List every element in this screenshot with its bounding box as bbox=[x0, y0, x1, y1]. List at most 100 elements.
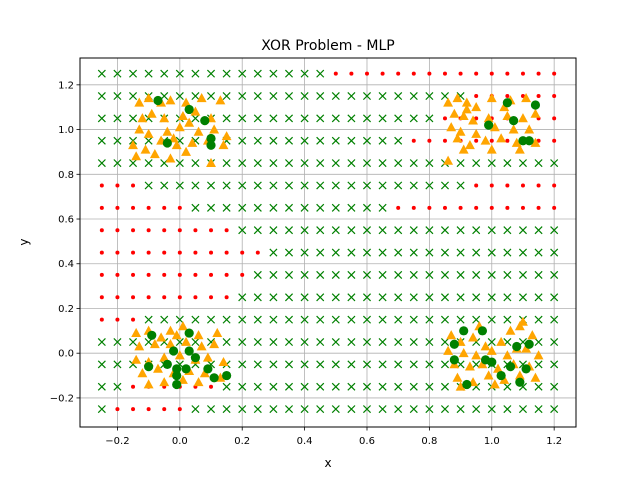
grid-point-class-green bbox=[300, 337, 309, 347]
data-point-triangle bbox=[178, 321, 188, 331]
grid-point-class-red bbox=[427, 71, 432, 76]
grid-point-class-green bbox=[253, 136, 262, 145]
grid-point-class-green bbox=[113, 382, 122, 391]
data-point-circle bbox=[449, 339, 459, 349]
data-point-triangle bbox=[209, 124, 220, 134]
data-point-triangle bbox=[143, 128, 154, 138]
data-point-circle bbox=[147, 330, 157, 340]
grid-point-class-green bbox=[129, 159, 138, 168]
data-point-triangle bbox=[489, 122, 500, 132]
grid-point-class-green bbox=[331, 315, 340, 324]
data-point-triangle bbox=[171, 330, 182, 340]
grid-point-class-green bbox=[518, 159, 527, 168]
grid-point-class-green bbox=[425, 315, 434, 324]
grid-point-class-green bbox=[206, 405, 216, 414]
data-point-triangle bbox=[178, 110, 188, 121]
data-point-triangle bbox=[181, 97, 192, 107]
grid-point-class-green bbox=[316, 315, 325, 324]
data-point-triangle bbox=[149, 339, 160, 349]
grid-point-class-red bbox=[162, 205, 167, 210]
y-tick-label: 0.0 bbox=[58, 349, 74, 360]
data-point-triangle bbox=[134, 341, 145, 351]
data-point-triangle bbox=[156, 332, 167, 342]
grid-point-class-green bbox=[503, 248, 512, 257]
data-point-triangle bbox=[518, 316, 528, 326]
grid-point-class-green bbox=[269, 159, 278, 168]
x-tick-label: 0.2 bbox=[234, 436, 250, 447]
grid-point-class-green bbox=[269, 270, 278, 279]
grid-point-class-green bbox=[347, 360, 356, 369]
grid-point-class-red bbox=[99, 317, 104, 322]
grid-point-class-green bbox=[409, 337, 418, 347]
data-point-triangle bbox=[215, 95, 226, 105]
grid-point-class-green bbox=[503, 293, 512, 302]
grid-point-class-red bbox=[489, 183, 494, 188]
grid-point-class-green bbox=[456, 405, 465, 414]
data-point-circle bbox=[524, 339, 534, 349]
data-point-triangle bbox=[199, 368, 210, 378]
data-point-circle bbox=[153, 95, 163, 106]
grid-point-class-green bbox=[534, 248, 543, 257]
grid-point-class-green bbox=[316, 91, 325, 101]
grid-point-class-green bbox=[472, 248, 481, 257]
data-point-circle bbox=[184, 104, 194, 115]
grid-point-class-green bbox=[534, 159, 543, 168]
grid-point-class-green bbox=[362, 382, 372, 391]
grid-point-class-green bbox=[113, 69, 122, 78]
grid-point-class-red bbox=[162, 407, 167, 412]
grid-point-class-green bbox=[238, 293, 247, 302]
grid-point-class-red bbox=[552, 94, 557, 99]
grid-point-class-green bbox=[175, 181, 184, 190]
grid-point-class-green bbox=[347, 136, 356, 145]
grid-point-class-green bbox=[472, 270, 481, 279]
grid-point-class-red bbox=[162, 228, 167, 233]
data-point-triangle bbox=[153, 363, 163, 373]
grid-point-class-green bbox=[394, 91, 403, 101]
data-point-triangle bbox=[159, 352, 170, 362]
grid-point-class-green bbox=[316, 405, 325, 414]
data-point-triangle bbox=[137, 368, 148, 378]
grid-point-class-red bbox=[552, 183, 557, 188]
grid-point-class-red bbox=[552, 116, 557, 121]
grid-point-class-red bbox=[380, 71, 385, 76]
grid-point-class-green bbox=[129, 337, 138, 347]
data-point-triangle bbox=[483, 370, 494, 380]
grid-point-class-green bbox=[284, 91, 294, 101]
grid-point-class-red bbox=[131, 407, 136, 412]
grid-point-class-green bbox=[425, 270, 434, 279]
grid-point-class-red bbox=[474, 138, 479, 143]
data-point-circle bbox=[484, 120, 494, 130]
grid-point-class-green bbox=[394, 405, 403, 414]
grid-point-class-green bbox=[253, 91, 262, 101]
data-point-triangle bbox=[202, 352, 213, 362]
grid-point-class-green bbox=[440, 293, 450, 302]
grid-point-class-green bbox=[284, 293, 294, 302]
grid-point-class-green bbox=[394, 248, 403, 257]
grid-point-class-green bbox=[472, 315, 481, 324]
grid-point-class-green bbox=[331, 360, 340, 369]
grid-point-class-green bbox=[518, 405, 527, 414]
grid-point-class-red bbox=[505, 138, 510, 143]
data-point-triangle bbox=[505, 325, 516, 335]
data-point-triangle bbox=[168, 133, 179, 143]
grid-point-class-green bbox=[472, 159, 481, 168]
grid-point-class-green bbox=[425, 337, 434, 347]
grid-point-class-green bbox=[191, 315, 200, 324]
data-point-circle bbox=[496, 370, 506, 381]
grid-point-class-green bbox=[222, 69, 231, 78]
grid-point-class-green bbox=[316, 114, 325, 123]
grid-point-class-green bbox=[409, 159, 418, 168]
grid-point-class-red bbox=[536, 183, 541, 188]
grid-point-class-green bbox=[253, 293, 262, 302]
data-point-circle bbox=[462, 379, 472, 390]
grid-point-class-green bbox=[160, 69, 169, 78]
data-point-circle bbox=[144, 362, 154, 372]
grid-point-class-green bbox=[440, 315, 450, 324]
data-point-triangle bbox=[524, 124, 535, 134]
data-point-triangle bbox=[496, 133, 507, 143]
grid-point-class-green bbox=[253, 382, 262, 391]
grid-point-class-red bbox=[224, 272, 229, 277]
grid-point-class-green bbox=[347, 159, 356, 168]
data-point-triangle bbox=[171, 140, 182, 150]
